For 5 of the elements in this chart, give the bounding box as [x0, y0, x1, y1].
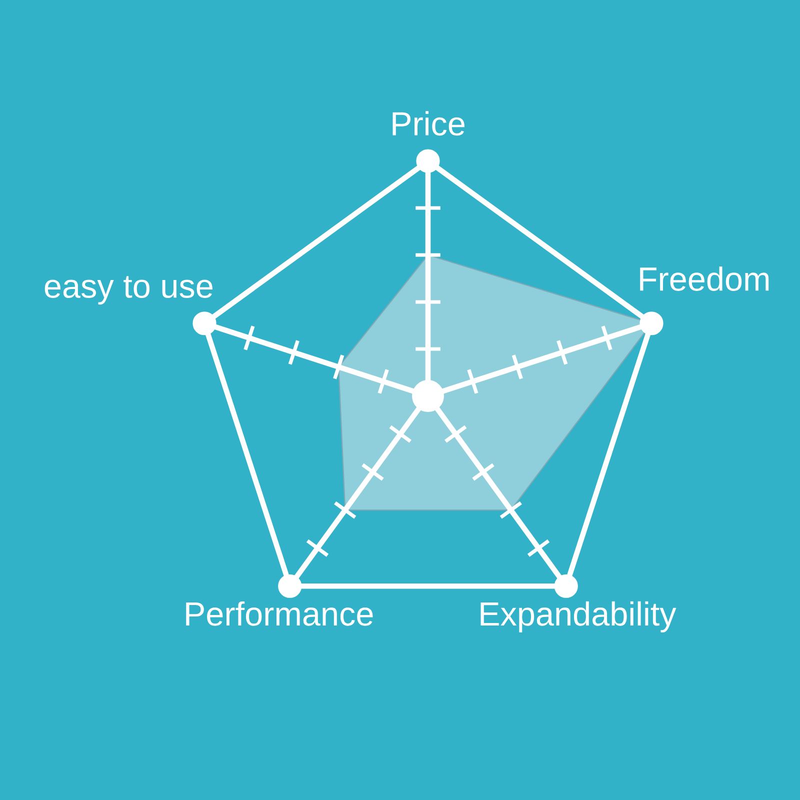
spoke-label: easy to use	[44, 276, 212, 305]
spoke-label: Performance	[186, 601, 373, 626]
spoke-label: Price	[392, 111, 464, 136]
spoke-label: Freedom	[640, 266, 769, 291]
spoke-label: Expandability	[480, 601, 676, 632]
